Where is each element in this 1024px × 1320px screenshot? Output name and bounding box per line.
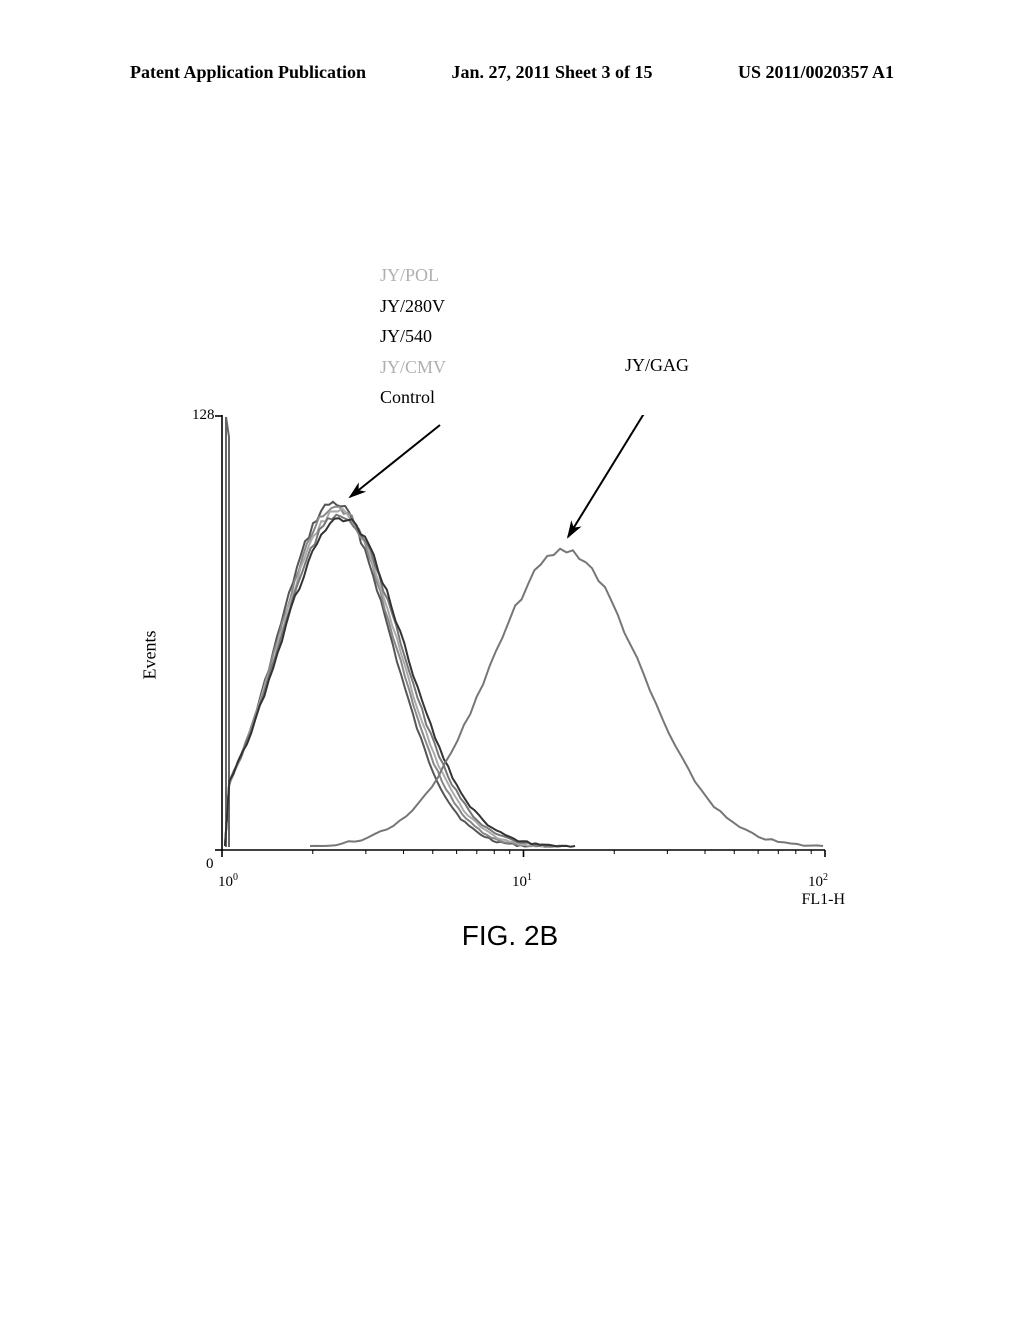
x-axis-label: FL1-H — [801, 891, 845, 909]
legend-block: JY/POL JY/280V JY/540 JY/CMV Control — [380, 260, 446, 413]
legend-item: JY/POL — [380, 260, 446, 291]
y-axis-label: Events — [140, 631, 161, 680]
legend-item: JY/540 — [380, 321, 446, 352]
header-right: US 2011/0020357 A1 — [738, 62, 894, 83]
legend-item: JY/CMV — [380, 352, 446, 383]
y-tick-min: 0 — [206, 856, 214, 873]
histogram-chart — [170, 415, 850, 885]
page-header: Patent Application Publication Jan. 27, … — [0, 62, 1024, 83]
y-tick-max: 128 — [192, 407, 215, 424]
legend-item: JY/280V — [380, 291, 446, 322]
figure-caption: FIG. 2B — [170, 920, 850, 952]
x-tick-1: 101 — [512, 872, 532, 891]
x-tick-0: 100 — [218, 872, 238, 891]
legend-item: Control — [380, 382, 446, 413]
curve-label-right: JY/GAG — [625, 355, 689, 376]
header-left: Patent Application Publication — [130, 62, 366, 83]
chart-container: Events 128 0 100 101 102 FL1-H — [170, 415, 850, 895]
header-center: Jan. 27, 2011 Sheet 3 of 15 — [451, 62, 652, 83]
x-tick-2: 102 — [808, 872, 828, 891]
figure-area: JY/POL JY/280V JY/540 JY/CMV Control JY/… — [170, 260, 850, 910]
